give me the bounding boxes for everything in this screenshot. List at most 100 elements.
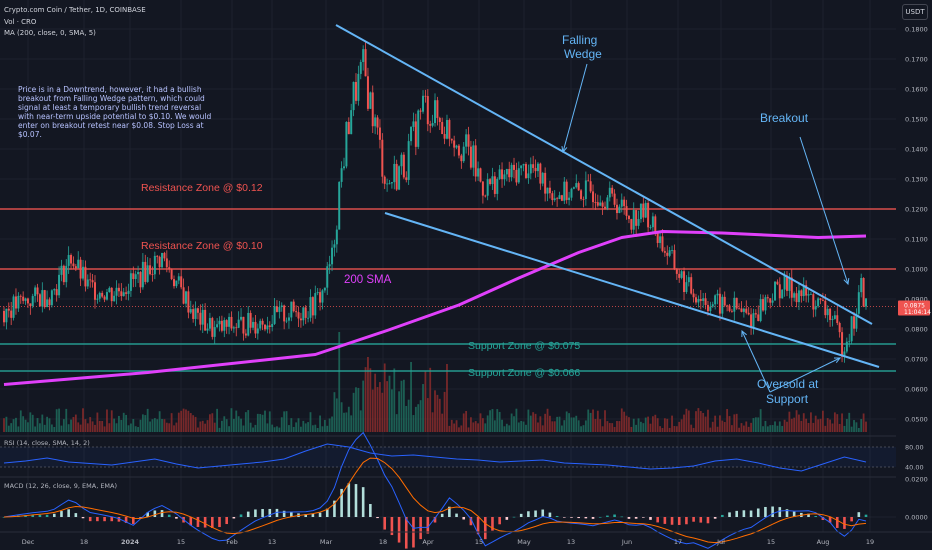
candle-body: [589, 181, 592, 192]
volume-bar: [623, 411, 626, 432]
volume-bar: [91, 421, 94, 432]
volume-bar: [541, 425, 544, 432]
candle-body: [441, 121, 444, 135]
volume-bar: [247, 410, 250, 432]
candle-body: [292, 301, 295, 312]
volume-bar: [168, 423, 171, 432]
currency-button[interactable]: USDT: [902, 4, 928, 20]
volume-bar: [311, 425, 314, 432]
macd-histogram-bar: [124, 517, 128, 523]
candle-body: [161, 252, 164, 268]
support-0075-label: Support Zone @ $0.075: [468, 340, 581, 352]
volume-bar: [357, 387, 360, 432]
candle-body: [517, 168, 520, 183]
price-tick-label: 0.1500: [905, 116, 928, 124]
volume-bar: [479, 413, 482, 432]
candle-body: [175, 280, 178, 287]
candle-body: [273, 306, 276, 324]
volume-bar: [223, 416, 226, 432]
ma-legend[interactable]: MA (200, close, 0, SMA, 5): [4, 29, 96, 37]
volume-bar: [323, 419, 326, 432]
rsi-legend[interactable]: RSI (14, close, SMA, 14, 2): [4, 439, 90, 447]
volume-bar: [465, 410, 468, 432]
volume-bar: [266, 423, 269, 432]
macd-histogram-bar: [505, 517, 509, 520]
signal-line: [3, 457, 867, 544]
macd-histogram-bar: [103, 517, 106, 522]
candle-body: [376, 117, 379, 128]
volume-bar: [714, 415, 717, 432]
price-tick-label: 0.1600: [905, 86, 928, 94]
candle-body: [520, 165, 523, 169]
volume-bar: [810, 412, 812, 432]
candle-body: [453, 140, 456, 148]
volume-bar: [115, 423, 118, 432]
candle-body: [244, 333, 247, 336]
macd-histogram-bar: [261, 509, 264, 517]
volume-bar: [790, 418, 793, 432]
volume-bar: [793, 417, 796, 432]
candle-body: [151, 274, 154, 275]
volume-bar: [685, 408, 688, 432]
volume-legend[interactable]: Vol · CRO: [4, 18, 37, 26]
candle-body: [3, 311, 5, 323]
volume-bar: [132, 418, 135, 432]
volume-bar: [728, 416, 731, 432]
volume-bar: [340, 402, 343, 432]
candle-body: [180, 276, 183, 288]
candle-body: [742, 308, 745, 312]
volume-bar: [359, 410, 362, 432]
candle-body: [120, 291, 123, 297]
volume-bar: [649, 423, 652, 432]
volume-bar: [534, 413, 537, 432]
volume-bar: [788, 411, 791, 432]
volume-bar: [27, 422, 29, 432]
volume-bar: [194, 416, 197, 432]
volume-bar: [405, 405, 408, 432]
candle-body: [704, 298, 707, 305]
candle-body: [60, 265, 63, 275]
volume-bar: [41, 414, 44, 432]
volume-bar: [209, 414, 211, 432]
sma-label: 200 SMA: [344, 274, 392, 286]
candle-body: [776, 281, 779, 285]
volume-bar: [139, 419, 142, 432]
macd-histogram-bar: [584, 517, 588, 519]
volume-bar: [596, 410, 599, 432]
macd-histogram-bar: [792, 511, 796, 517]
volume-bar: [122, 412, 125, 432]
macd-histogram-bar: [634, 517, 638, 519]
candle-body: [584, 180, 587, 200]
candle-body: [845, 341, 848, 352]
candle-body: [833, 315, 836, 319]
candle-body: [699, 299, 702, 301]
volume-bar: [553, 421, 556, 432]
volume-bar: [422, 384, 424, 432]
volume-bar: [584, 420, 587, 432]
volume-bar: [769, 425, 772, 432]
volume-bar: [659, 426, 661, 432]
volume-bar: [230, 408, 233, 432]
volume-bar: [795, 410, 798, 432]
candle-body: [309, 297, 312, 318]
volume-bar: [719, 415, 721, 432]
candle-body: [70, 254, 73, 264]
candle-body: [661, 236, 664, 252]
candle-body: [774, 281, 777, 301]
volume-bar: [599, 419, 602, 432]
macd-legend[interactable]: MACD (12, 26, close, 9, EMA, EMA): [4, 482, 118, 490]
candle-body: [443, 134, 446, 139]
volume-bar: [31, 414, 34, 432]
volume-bar: [527, 409, 530, 432]
candle-body: [714, 295, 717, 305]
candle-body: [201, 309, 204, 325]
candle-body: [489, 179, 492, 185]
candle-body: [831, 318, 834, 320]
candle-body: [539, 163, 542, 184]
wedge-line: [335, 24, 873, 325]
macd-histogram-bar: [175, 517, 178, 519]
candle-body: [632, 210, 635, 230]
volume-bar: [443, 391, 446, 432]
volume-bar: [515, 408, 518, 432]
